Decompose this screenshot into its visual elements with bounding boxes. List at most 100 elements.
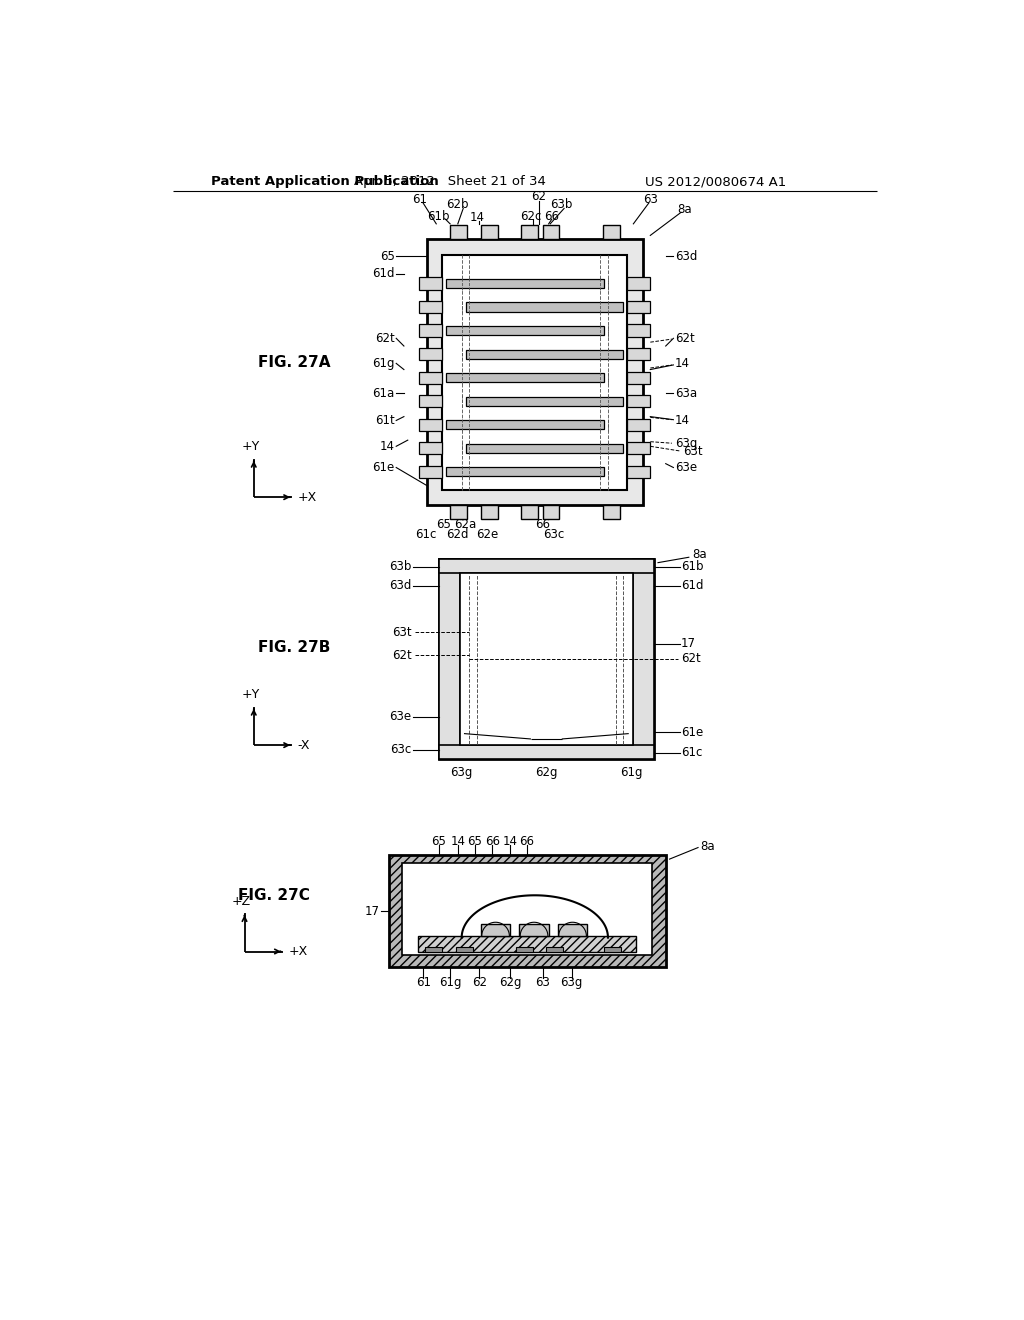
Text: FIG. 27B: FIG. 27B: [258, 640, 330, 655]
Bar: [419, 277, 442, 289]
Bar: [446, 279, 604, 288]
Text: 62: 62: [531, 190, 546, 203]
Bar: [604, 946, 621, 952]
Text: 61g: 61g: [439, 975, 462, 989]
Text: 61c: 61c: [681, 746, 702, 759]
Bar: [418, 936, 637, 952]
Text: +X: +X: [298, 491, 316, 504]
Text: 63: 63: [643, 193, 657, 206]
Text: 62t: 62t: [392, 649, 412, 661]
Bar: [628, 466, 650, 478]
Text: 62e: 62e: [476, 528, 499, 541]
Bar: [466, 444, 624, 453]
Bar: [419, 466, 442, 478]
Bar: [438, 558, 460, 759]
Bar: [628, 418, 650, 430]
Text: 17: 17: [365, 904, 379, 917]
Text: 61g: 61g: [372, 356, 394, 370]
Bar: [442, 255, 628, 490]
Bar: [466, 302, 624, 312]
Text: 61c: 61c: [415, 528, 436, 541]
Text: 61g: 61g: [620, 767, 642, 779]
Bar: [466, 396, 624, 405]
Text: 66: 66: [535, 517, 550, 531]
Bar: [466, 350, 624, 359]
Text: Apr. 5, 2012   Sheet 21 of 34: Apr. 5, 2012 Sheet 21 of 34: [354, 176, 546, 187]
Bar: [628, 395, 650, 408]
Bar: [481, 924, 510, 936]
Text: 63d: 63d: [389, 579, 412, 593]
Bar: [543, 504, 559, 519]
Text: 62t: 62t: [375, 331, 394, 345]
Text: Patent Application Publication: Patent Application Publication: [211, 176, 439, 187]
Bar: [446, 467, 604, 477]
Text: 65: 65: [436, 517, 452, 531]
Bar: [628, 277, 650, 289]
Text: 66: 66: [519, 834, 535, 847]
Bar: [519, 924, 549, 936]
Bar: [451, 504, 467, 519]
Bar: [602, 504, 620, 519]
Bar: [446, 326, 604, 335]
Bar: [419, 348, 442, 360]
Text: 63: 63: [536, 975, 550, 989]
Text: 61e: 61e: [681, 726, 703, 739]
Text: 14: 14: [675, 414, 690, 426]
Text: 63c: 63c: [544, 528, 564, 541]
Text: 63e: 63e: [675, 461, 697, 474]
Text: 8a: 8a: [678, 203, 692, 216]
Bar: [419, 301, 442, 313]
Text: 66: 66: [485, 834, 500, 847]
Text: 61t: 61t: [375, 414, 394, 426]
Text: 61b: 61b: [681, 560, 703, 573]
Bar: [515, 946, 532, 952]
Text: 8a: 8a: [700, 840, 715, 853]
Text: 61: 61: [412, 193, 427, 206]
Bar: [628, 348, 650, 360]
Bar: [438, 744, 654, 759]
Text: -X: -X: [298, 739, 310, 751]
Text: 62t: 62t: [681, 652, 700, 665]
Text: 65: 65: [467, 834, 482, 847]
Text: 63t: 63t: [392, 626, 412, 639]
Text: 17: 17: [681, 638, 696, 649]
Text: +Z: +Z: [231, 895, 251, 908]
Text: 62d: 62d: [446, 528, 469, 541]
Bar: [481, 226, 498, 239]
Text: 14: 14: [380, 440, 394, 453]
Text: FIG. 27C: FIG. 27C: [239, 888, 310, 903]
Text: 61d: 61d: [372, 268, 394, 280]
Bar: [547, 946, 563, 952]
Bar: [602, 226, 620, 239]
Bar: [460, 573, 633, 744]
Text: +Y: +Y: [242, 688, 260, 701]
Bar: [446, 374, 604, 383]
Text: 63e: 63e: [389, 710, 412, 723]
Text: 14: 14: [503, 834, 518, 847]
Text: 61d: 61d: [681, 579, 703, 593]
Text: 8a: 8a: [692, 548, 708, 561]
Text: 14: 14: [675, 356, 690, 370]
Text: 62: 62: [472, 975, 486, 989]
Bar: [419, 395, 442, 408]
Text: +Y: +Y: [242, 441, 260, 453]
Text: 61a: 61a: [373, 387, 394, 400]
Text: 62g: 62g: [536, 767, 558, 779]
Text: 63t: 63t: [683, 445, 702, 458]
Bar: [438, 558, 654, 759]
Text: 63b: 63b: [551, 198, 573, 211]
Bar: [402, 863, 652, 956]
Text: 14: 14: [451, 834, 465, 847]
Text: 63g: 63g: [560, 975, 583, 989]
Text: 63b: 63b: [389, 560, 412, 573]
Bar: [628, 301, 650, 313]
Text: 62b: 62b: [446, 198, 469, 211]
Text: 63g: 63g: [451, 767, 473, 779]
Text: 61: 61: [416, 975, 431, 989]
Bar: [543, 226, 559, 239]
Text: 63d: 63d: [675, 249, 697, 263]
Bar: [558, 924, 587, 936]
Text: FIG. 27A: FIG. 27A: [258, 355, 330, 370]
Text: 62a: 62a: [455, 517, 476, 531]
Bar: [633, 558, 654, 759]
